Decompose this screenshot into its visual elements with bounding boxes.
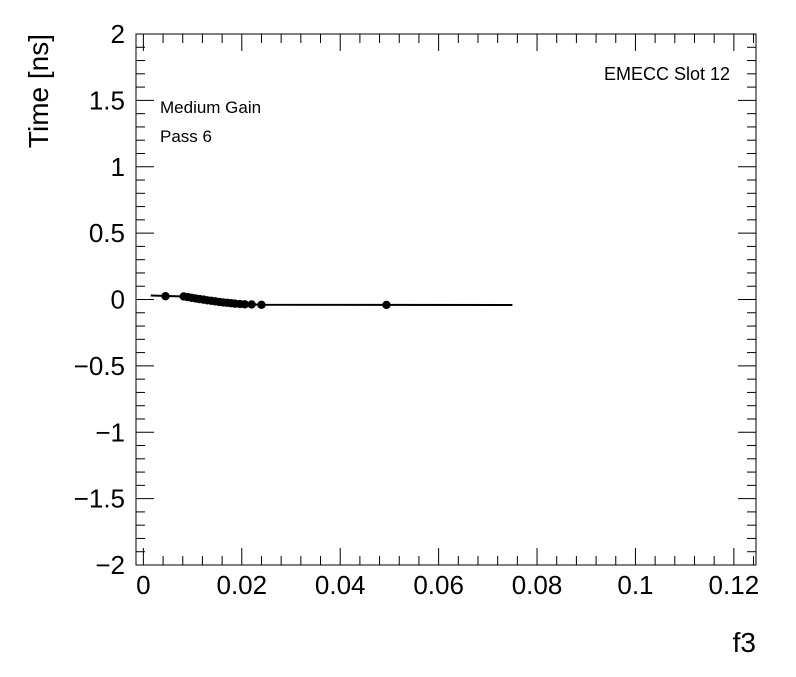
x-tick-label: 0.1: [617, 570, 653, 600]
x-tick-label: 0.04: [315, 570, 366, 600]
y-tick-label: 2: [111, 19, 125, 49]
y-axis-title: Time [ns]: [23, 34, 54, 148]
y-tick-label: −2: [95, 550, 125, 580]
ticks-layer: [136, 33, 756, 566]
y-tick-label: −0.5: [74, 351, 125, 381]
data-point: [161, 291, 170, 301]
data-point: [382, 300, 391, 310]
annotation-gain: Medium Gain: [160, 98, 261, 117]
tick-labels-layer: 0 0.02 0.04 0.06 0.08 0.1 0.12 −2 −1.5 −1 −0.5 0 0.5…: [74, 19, 759, 600]
points-layer: [161, 291, 391, 310]
annotation-slot: EMECC Slot 12: [604, 64, 730, 84]
y-tick-label: −1: [95, 417, 125, 447]
x-tick-label: 0: [136, 570, 150, 600]
x-tick-label: 0.02: [216, 570, 267, 600]
x-axis-title: f3: [733, 627, 756, 658]
y-tick-label: 1: [111, 152, 125, 182]
data-point: [240, 300, 249, 309]
data-point: [247, 300, 256, 309]
x-tick-label: 0.08: [512, 570, 563, 600]
data-point: [257, 300, 266, 310]
y-tick-label: 0.5: [89, 218, 125, 248]
annotation-pass: Pass 6: [160, 127, 212, 146]
x-tick-label: 0.06: [413, 570, 464, 600]
y-tick-label: −1.5: [74, 484, 125, 514]
x-tick-label: 0.12: [709, 570, 760, 600]
y-tick-label: 0: [111, 285, 125, 315]
y-tick-label: 1.5: [89, 85, 125, 115]
